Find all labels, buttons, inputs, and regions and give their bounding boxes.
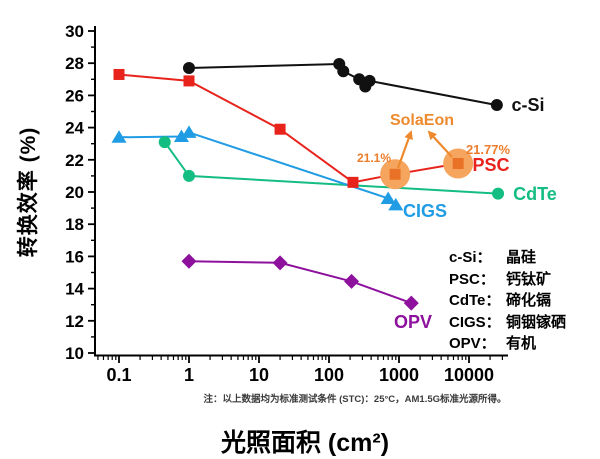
stc-footnote: 注：以上数据均为标准测试条件 (STC)：25°C，AM1.5G标准光源所得。 <box>203 394 507 405</box>
legend-row: CdTe： 碲化镉 <box>449 290 566 312</box>
annotation-v2: 21.77% <box>466 142 511 157</box>
y-tick-label: 18 <box>65 215 84 234</box>
y-tick-label: 28 <box>65 54 84 73</box>
legend-def: 有机 <box>506 335 537 352</box>
marker-c-Si <box>183 62 195 75</box>
marker-c-Si <box>363 74 376 87</box>
marker-OPV <box>181 253 197 269</box>
marker-CIGS <box>388 197 404 211</box>
legend-def: 晶硅 <box>506 249 537 266</box>
y-tick-label: 16 <box>65 247 84 266</box>
y-tick-label: 10 <box>65 344 84 363</box>
legend-def: 铜铟镓硒 <box>506 313 567 331</box>
marker-CIGS <box>111 130 127 143</box>
legend-box: c-Si： 晶硅 PSC： 钙钛矿 CdTe： 碲化镉 CIGS： 铜铟镓硒 OPV： 有… <box>449 247 566 355</box>
marker-CdTe <box>492 187 505 200</box>
y-tick-label: 22 <box>65 151 84 170</box>
legend-term: CIGS： <box>449 313 501 331</box>
y-axis-title: 转换效率 (%) <box>17 126 40 258</box>
annotation-v1: 21.1% <box>357 151 391 165</box>
x-tick-label: 10 <box>249 365 269 385</box>
y-tick-label: 24 <box>65 119 84 138</box>
x-tick-label: 1 <box>184 365 194 385</box>
annotation-opv: OPV <box>394 312 432 332</box>
x-tick-label: 1000 <box>379 365 419 385</box>
marker-OPV <box>344 273 360 289</box>
marker-OPV <box>272 255 288 271</box>
annotation-solaeon: SolaEon <box>390 112 454 129</box>
legend-term: CdTe： <box>449 292 501 309</box>
marker-CIGS <box>173 129 189 142</box>
y-tick-label: 26 <box>65 86 84 105</box>
y-tick-label: 30 <box>65 22 84 41</box>
annotation-psc: PSC <box>472 155 509 175</box>
legend-term: c-Si： <box>449 249 492 266</box>
y-tick-label: 14 <box>65 280 84 299</box>
legend-row: c-Si： 晶硅 <box>449 247 566 269</box>
y-tick-label: 12 <box>65 312 84 331</box>
x-tick-label: 0.1 <box>106 365 131 385</box>
annotation-csi: c-Si <box>511 95 544 115</box>
marker-OPV <box>403 295 419 311</box>
annotation-cdte: CdTe <box>513 184 557 204</box>
marker-PSC <box>183 75 195 87</box>
legend-term: OPV： <box>449 335 496 352</box>
marker-PSC <box>347 176 359 188</box>
legend-term: PSC： <box>449 270 495 288</box>
y-tick-label: 20 <box>65 183 84 202</box>
marker-CdTe <box>158 136 171 149</box>
annotation-arrow <box>396 130 413 169</box>
marker-CIGS <box>181 125 197 138</box>
x-tick-label: 10000 <box>444 365 494 385</box>
legend-def: 碲化镉 <box>506 292 552 309</box>
x-tick-label: 100 <box>314 365 344 385</box>
series-line-OPV <box>188 260 412 305</box>
marker-c-Si <box>490 99 503 112</box>
annotation-arrow <box>427 130 453 158</box>
marker-PSC <box>452 158 464 170</box>
legend-row: OPV： 有机 <box>449 333 566 355</box>
legend-row: PSC： 钙钛矿 <box>449 269 566 291</box>
marker-PSC <box>274 123 286 135</box>
legend-row: CIGS： 铜铟镓硒 <box>449 312 566 334</box>
marker-c-Si <box>337 65 350 78</box>
marker-CdTe <box>183 169 195 182</box>
marker-CIGS <box>380 191 396 204</box>
x-axis-title: 光照面积 (cm²) <box>220 429 390 457</box>
annotation-cigs: CIGS <box>403 201 447 221</box>
legend-def: 钙钛矿 <box>506 270 552 288</box>
marker-PSC <box>389 168 401 180</box>
marker-PSC <box>113 68 125 80</box>
